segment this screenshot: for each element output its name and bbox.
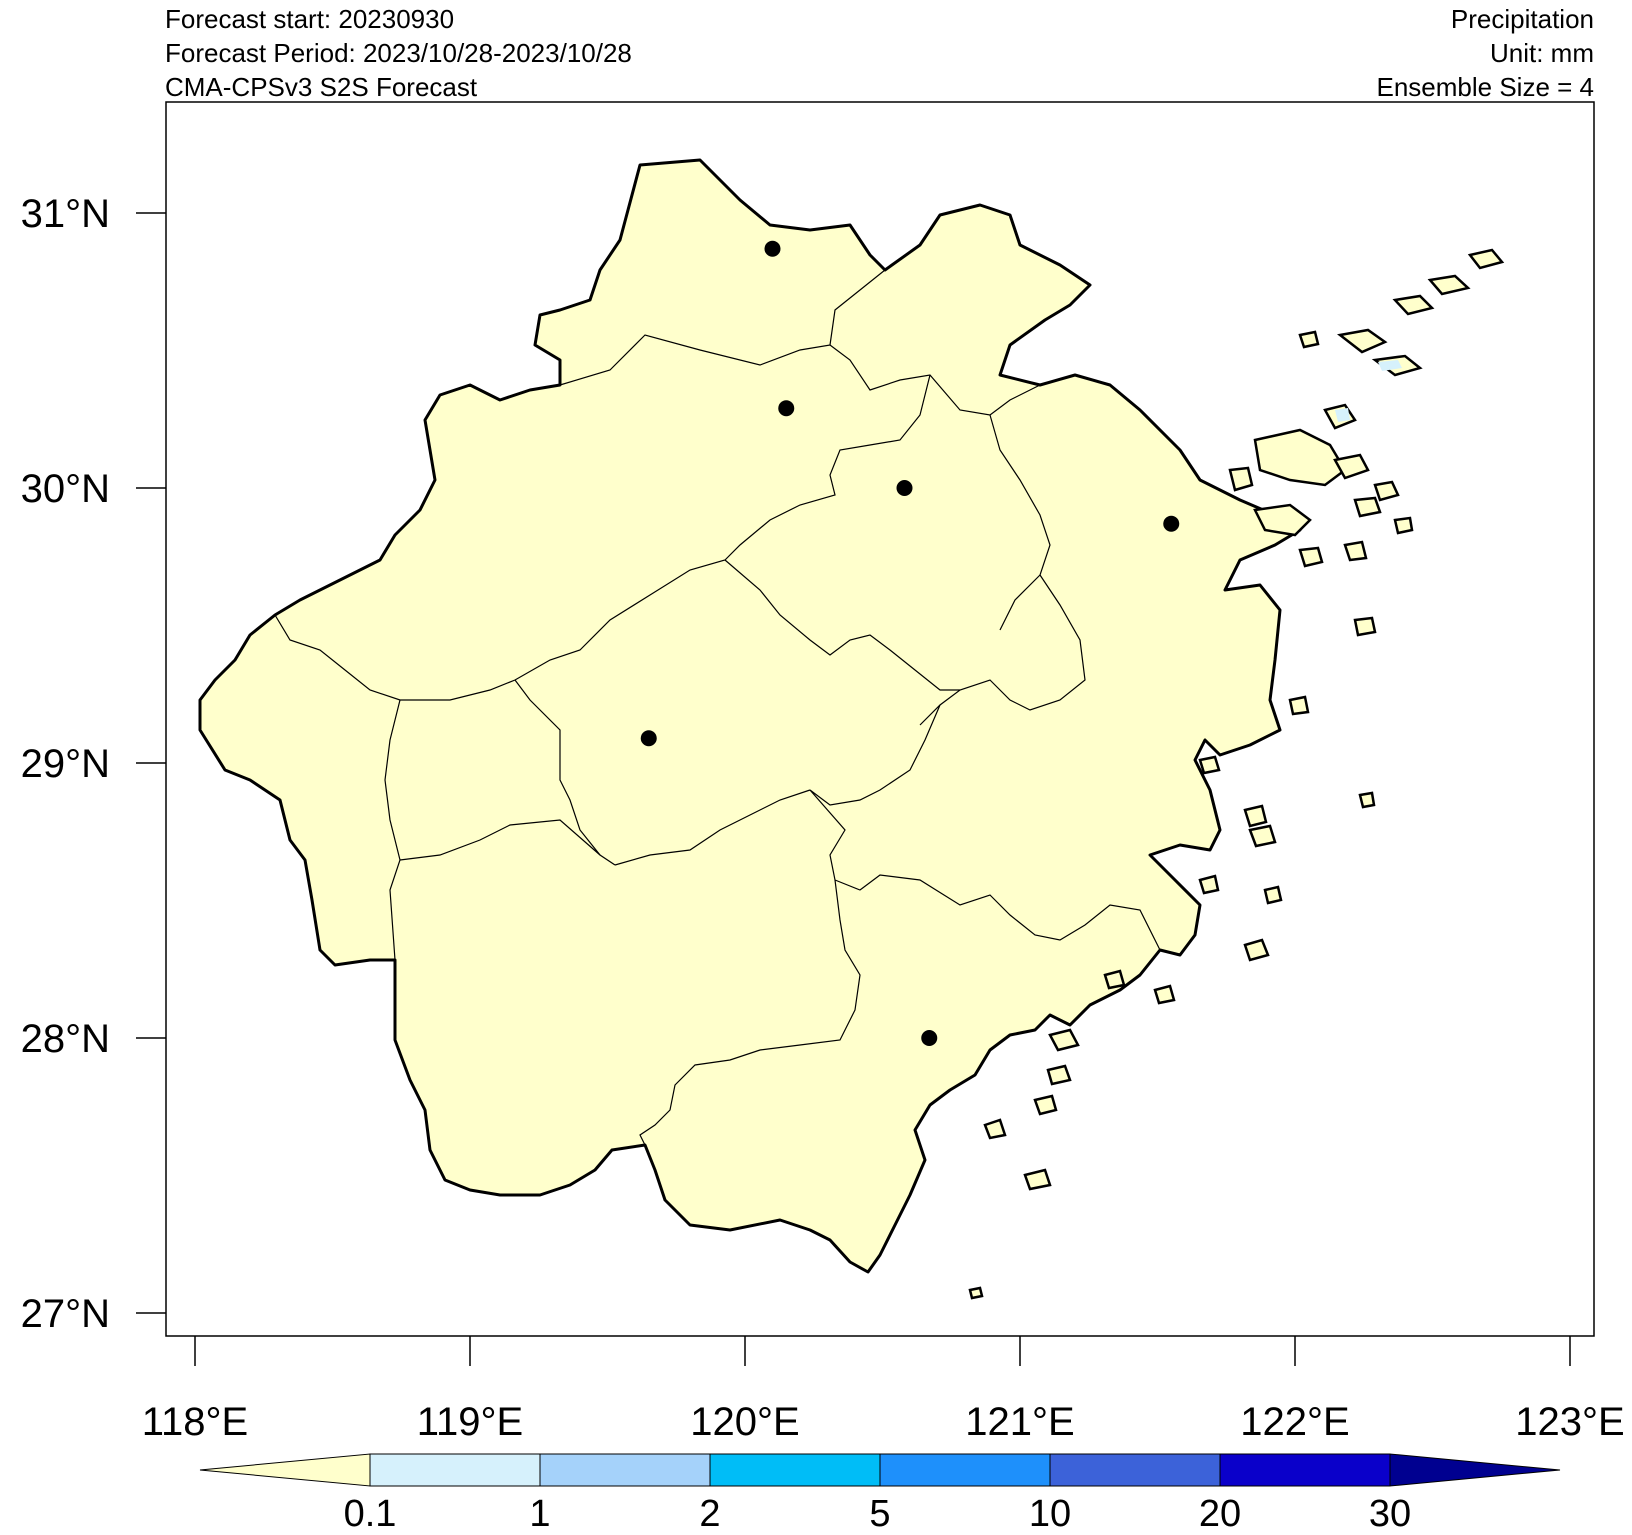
model-label: CMA-CPSv3 S2S Forecast	[165, 72, 478, 102]
coastal-islands	[968, 248, 1505, 1300]
lat-tick-label: 28°N	[21, 1017, 110, 1061]
station-dot	[1163, 515, 1180, 532]
lat-tick-label: 31°N	[21, 192, 110, 236]
light-precip-patches	[1335, 360, 1402, 422]
forecast-start-label: Forecast start: 20230930	[165, 4, 455, 34]
colorbar-bin	[369, 1453, 541, 1487]
station-dot	[778, 400, 795, 417]
colorbar-bin	[879, 1453, 1051, 1487]
colorbar-low-arrow	[199, 1453, 371, 1487]
station-dot	[640, 730, 657, 747]
lon-tick-label: 121°E	[965, 1400, 1074, 1444]
longitude-axis: 118°E 119°E 120°E 121°E 122°E 123°E	[142, 1336, 1625, 1444]
header-right: Precipitation Unit: mm Ensemble Size = 4	[1376, 2, 1594, 104]
lon-tick-label: 123°E	[1515, 1400, 1624, 1444]
colorbar-label: 1	[529, 1493, 550, 1535]
latitude-axis: 31°N 30°N 29°N 28°N 27°N	[21, 192, 166, 1336]
unit-label: Unit: mm	[1490, 38, 1594, 68]
colorbar-high-arrow	[1389, 1453, 1561, 1487]
map-frame	[165, 101, 1595, 1337]
province-outline	[198, 158, 1302, 1274]
station-dot	[921, 1030, 938, 1046]
colorbar-bin	[539, 1453, 711, 1487]
colorbar-bin	[709, 1453, 881, 1487]
forecast-period-label: Forecast Period: 2023/10/28-2023/10/28	[165, 38, 632, 68]
prefecture-boundaries	[274, 269, 1161, 1146]
colorbar-label: 30	[1369, 1493, 1411, 1535]
variable-label: Precipitation	[1450, 4, 1594, 34]
colorbar-label: 0.1	[344, 1493, 397, 1535]
precip-colorbar: 0.1 1 2 5 10 20 30	[199, 1453, 1561, 1535]
colorbar-bin	[1049, 1453, 1221, 1487]
province-region	[198, 158, 1505, 1300]
colorbar-label: 10	[1029, 1493, 1071, 1535]
lat-tick-label: 27°N	[21, 1292, 110, 1336]
lon-tick-label: 119°E	[417, 1400, 523, 1444]
lon-tick-label: 122°E	[1240, 1400, 1349, 1444]
colorbar-label: 2	[699, 1493, 720, 1535]
ensemble-size-label: Ensemble Size = 4	[1376, 72, 1594, 102]
lat-tick-label: 29°N	[21, 742, 110, 786]
lon-tick-label: 120°E	[690, 1400, 799, 1444]
station-dot	[896, 480, 913, 496]
colorbar-bin	[1219, 1453, 1391, 1487]
colorbar-label: 20	[1199, 1493, 1241, 1535]
station-markers	[640, 240, 1180, 1046]
lat-tick-label: 30°N	[21, 467, 110, 511]
header-left: Forecast start: 20230930 Forecast Period…	[165, 2, 632, 104]
station-dot	[764, 240, 781, 257]
colorbar-label: 5	[869, 1493, 890, 1535]
lon-tick-label: 118°E	[142, 1400, 248, 1444]
